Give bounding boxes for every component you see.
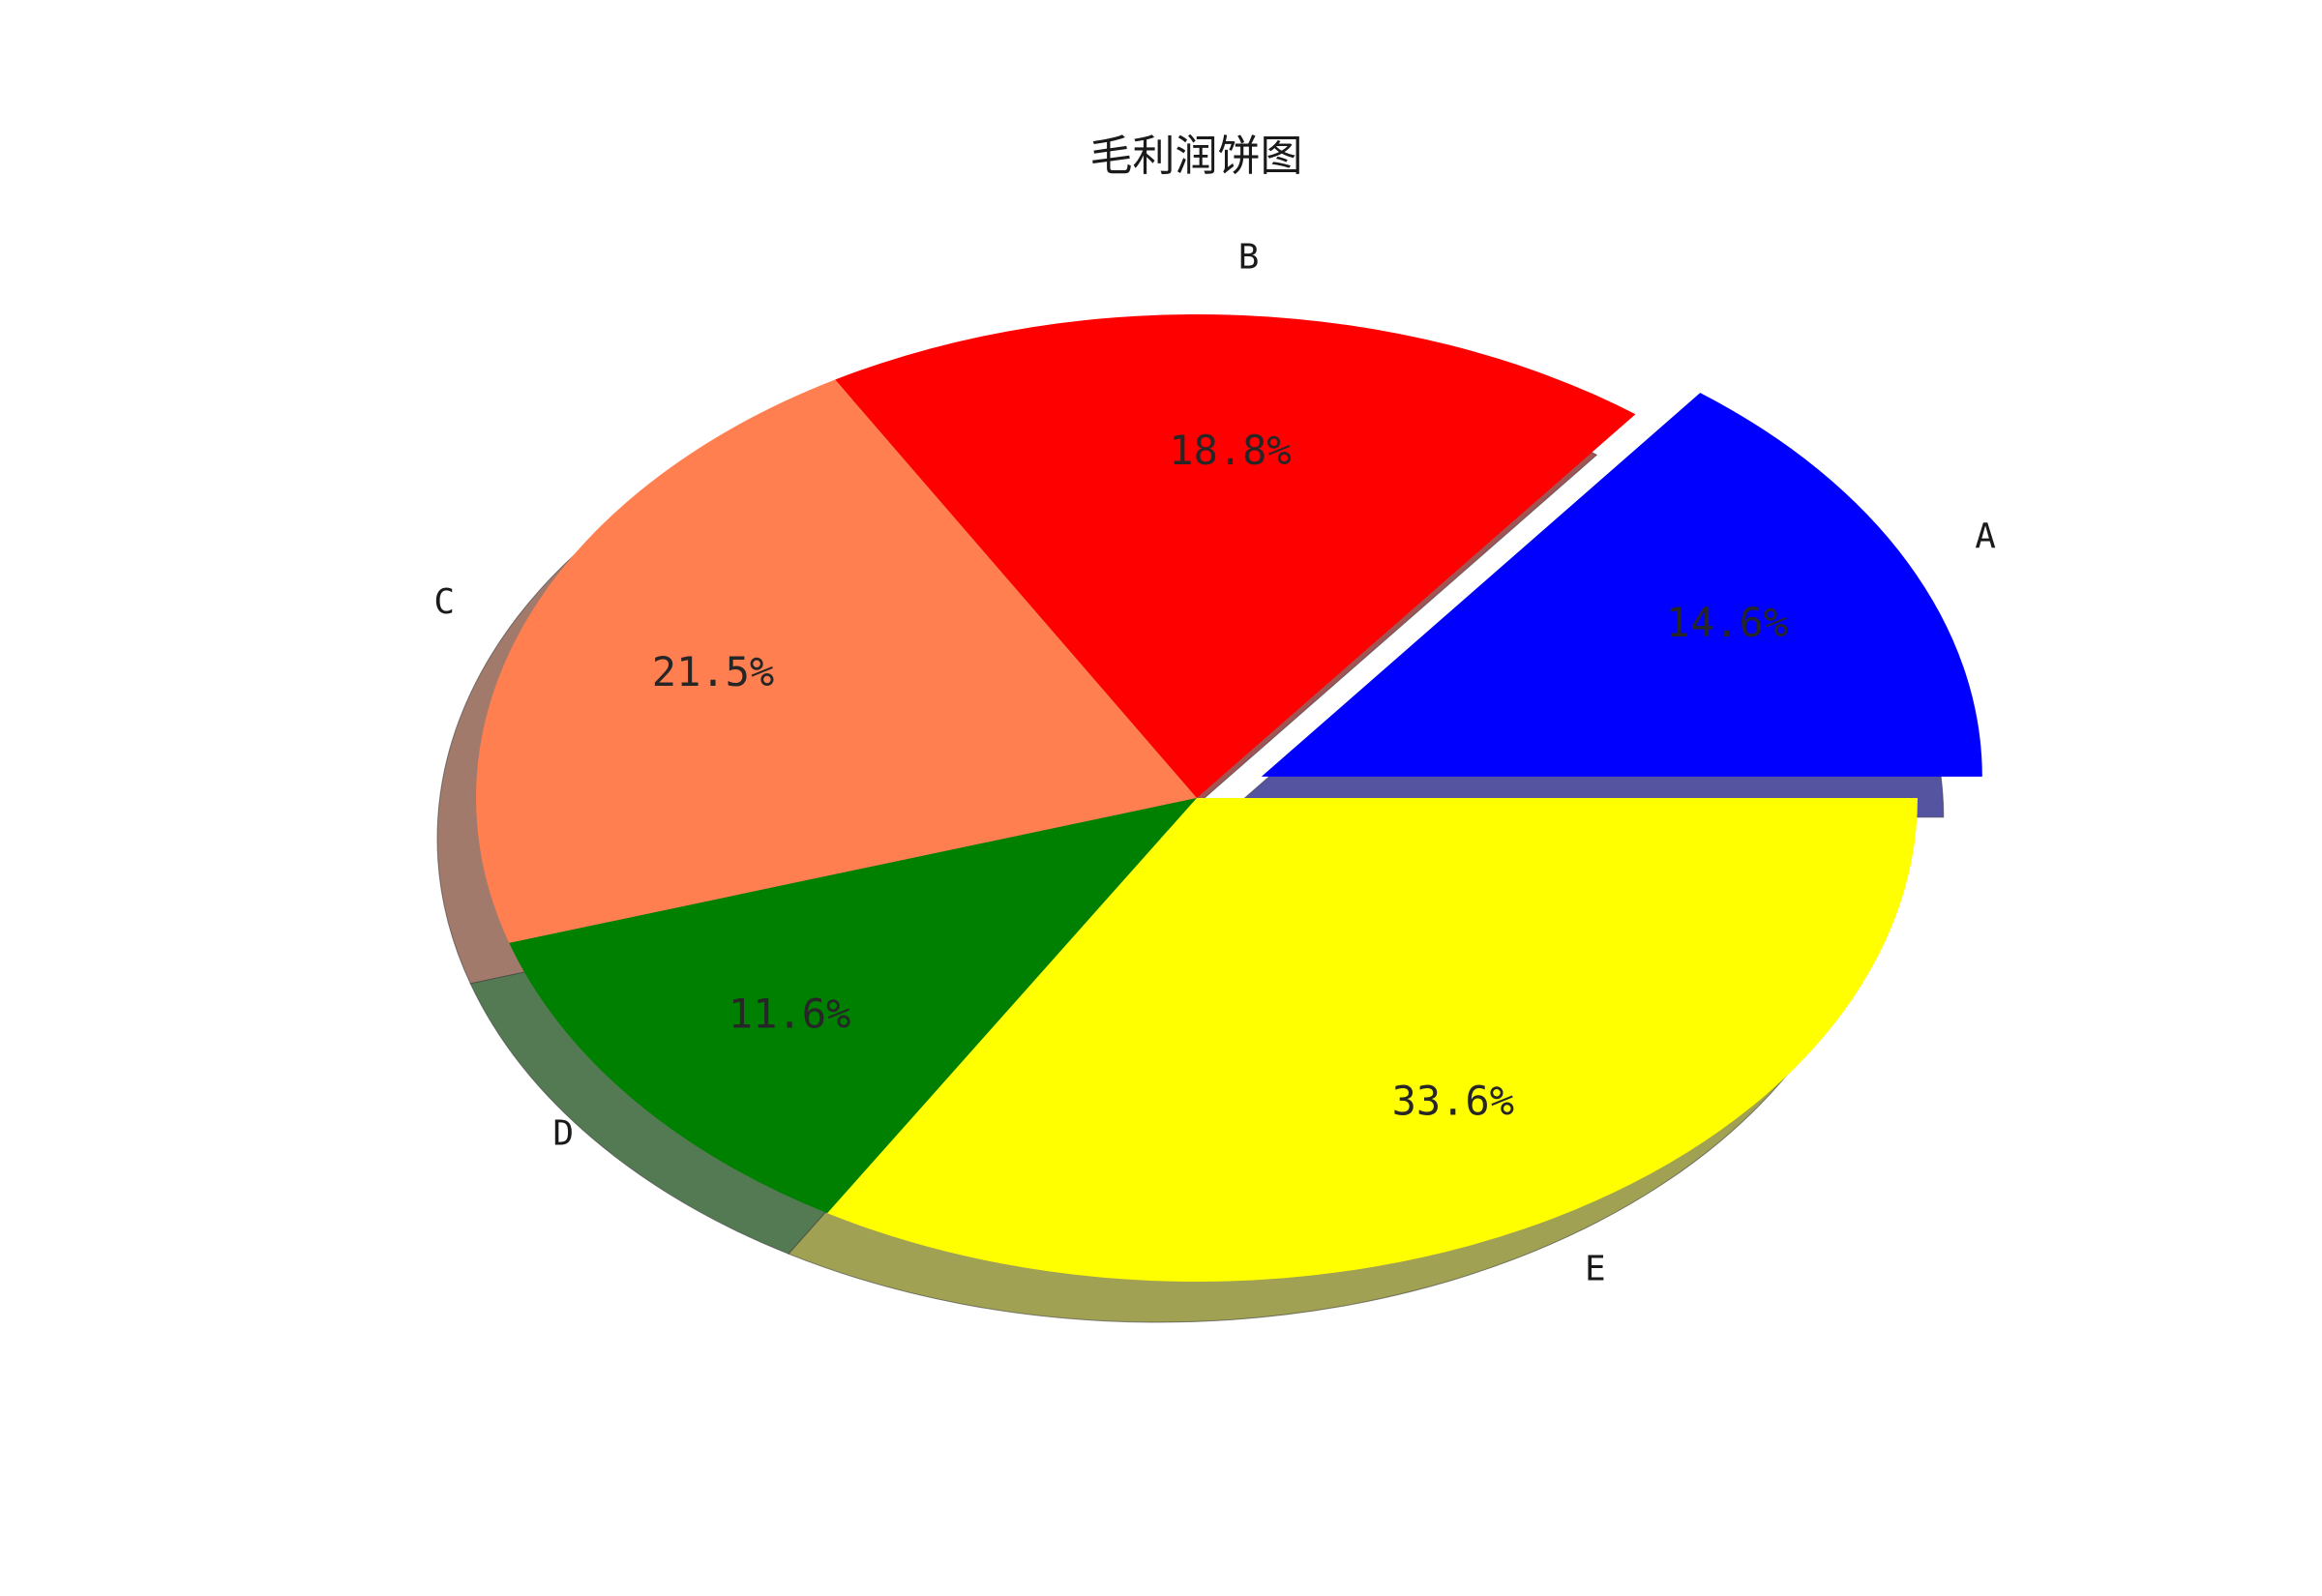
slice-label-d: D (552, 1114, 574, 1154)
slice-label-c: C (433, 582, 455, 622)
pie-slice-d (509, 798, 1197, 1214)
pie-slice-e (827, 798, 1918, 1282)
chart-title: 毛利润饼图 (1089, 132, 1303, 181)
percent-label-a: 14.6% (1666, 599, 1788, 646)
slice-label-a: A (1975, 517, 1996, 557)
pie-label-layer: A 14.6% B 18.8% C 21.5% D 11.6% E 33.6% (433, 238, 1996, 1289)
percent-label-e: 33.6% (1392, 1078, 1514, 1125)
pie-slice-b (835, 313, 1636, 798)
pie-slice-layer (476, 313, 1982, 1282)
pie-slice-a (1261, 393, 1982, 777)
slice-label-e: E (1585, 1250, 1606, 1289)
percent-label-b: 18.8% (1169, 427, 1291, 474)
percent-label-c: 21.5% (652, 648, 774, 695)
percent-label-d: 11.6% (729, 990, 850, 1038)
slice-label-b: B (1238, 238, 1260, 278)
pie-slice-c (476, 379, 1197, 943)
